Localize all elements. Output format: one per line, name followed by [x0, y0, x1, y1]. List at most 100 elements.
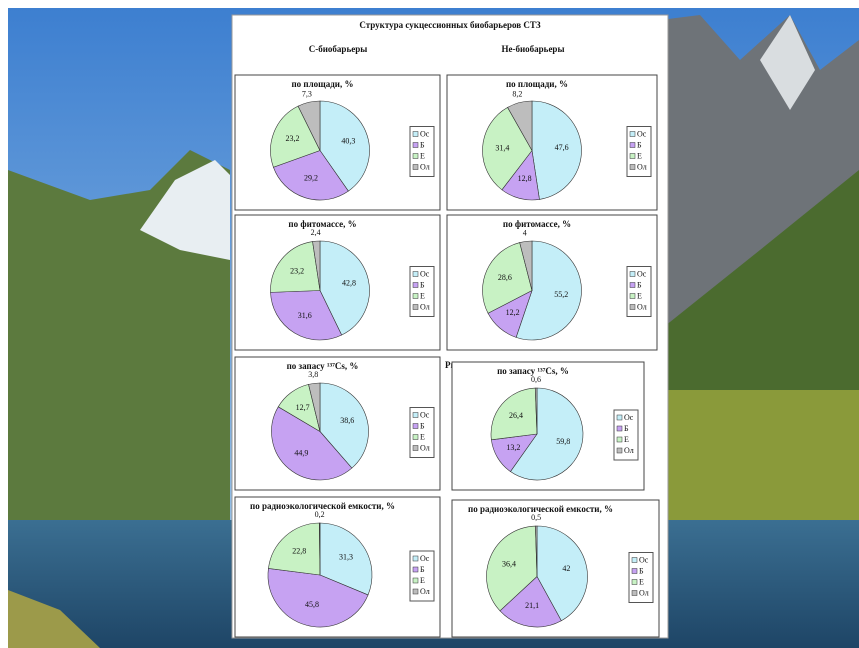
pie-slice [490, 387, 538, 441]
legend-label: Ол [420, 587, 430, 596]
value-label: 31,4 [495, 143, 509, 152]
value-label: 2,4 [311, 228, 321, 237]
value-label: 36,4 [502, 560, 516, 569]
legend-swatch [629, 164, 636, 170]
legend-swatch [412, 142, 419, 148]
meadow [660, 390, 859, 520]
value-label: 21,1 [525, 601, 539, 610]
legend-swatch [412, 577, 419, 584]
chart-title: по площади, % [291, 79, 353, 89]
legend-label: Ос [637, 269, 647, 278]
legend-swatch [629, 142, 636, 148]
value-label: 7,3 [302, 89, 312, 98]
legend-label: Б [420, 280, 425, 289]
legend-label: Б [420, 421, 425, 430]
chart-title: по радиоэкологической емкости, % [250, 501, 395, 511]
legend-swatch [616, 447, 623, 454]
legend-swatch [629, 293, 636, 299]
legend-label: Б [639, 566, 644, 575]
pie-slice [297, 100, 321, 151]
legend-label: Е [637, 151, 642, 160]
doc-title: Структура сукцессионных биобарьеров СТЗ [359, 20, 541, 30]
legend-swatch [629, 282, 636, 288]
legend-label: Ол [420, 443, 430, 452]
value-label: 13,2 [506, 443, 520, 452]
legend-label: Ос [624, 413, 634, 422]
value-label: 4 [523, 228, 527, 237]
legend-swatch [631, 568, 638, 574]
value-label: 38,6 [340, 416, 354, 425]
left-slope [8, 150, 230, 560]
value-label: 31,6 [298, 311, 312, 320]
value-label: 55,2 [554, 290, 568, 299]
pie-slice [270, 290, 343, 341]
legend-swatch [631, 579, 638, 585]
legend-swatch [631, 590, 638, 596]
legend-label: Ол [420, 162, 430, 171]
right-heading: Не-биобарьеры [502, 44, 565, 54]
pie-slice [319, 522, 373, 596]
legend-swatch [412, 412, 419, 418]
legend-swatch [412, 588, 419, 595]
legend-swatch [631, 557, 638, 563]
chart-title: по фитомассе, % [503, 219, 571, 229]
pie-slice [499, 576, 562, 628]
legend-swatch [616, 436, 623, 443]
pie-slice [507, 100, 533, 152]
legend-swatch [412, 555, 419, 562]
pie-slice [271, 406, 353, 481]
pie-slice [482, 242, 533, 314]
legend-swatch [412, 131, 419, 137]
pie-slice [273, 150, 349, 201]
legend-swatch [629, 131, 636, 137]
pie-slice [270, 241, 321, 293]
legend-swatch [412, 304, 419, 310]
pie-slice [267, 568, 369, 628]
value-label: 31,3 [339, 553, 353, 562]
pie-slice [519, 240, 533, 291]
legend-swatch [629, 153, 636, 159]
legend-label: Е [637, 291, 642, 300]
value-label: 40,3 [341, 136, 355, 145]
legend-label: Ос [420, 554, 430, 563]
value-label: 12,8 [518, 174, 532, 183]
glacier [140, 160, 230, 260]
value-label: 29,2 [304, 174, 318, 183]
legend-label: Ол [639, 588, 649, 597]
value-label: 0,2 [315, 510, 325, 519]
pie-slice [319, 382, 369, 469]
snow-peak [760, 15, 815, 110]
value-label: 0,6 [531, 375, 541, 384]
pie-slice [312, 240, 321, 291]
legend-label: Ос [420, 269, 430, 278]
value-label: 12,2 [506, 308, 520, 317]
legend-label: Ос [420, 129, 430, 138]
legend-swatch [629, 271, 636, 277]
legend-swatch [412, 445, 419, 451]
legend-swatch [412, 271, 419, 277]
pie-slice [531, 100, 582, 200]
value-label: 45,8 [305, 600, 319, 609]
pie-slice [270, 105, 321, 168]
legend-label: Ол [637, 302, 647, 311]
value-label: 23,2 [285, 134, 299, 143]
legend-swatch [412, 566, 419, 573]
legend-swatch [616, 414, 623, 421]
pie-slice [319, 522, 321, 576]
legend-swatch [412, 293, 419, 299]
pie-slice [534, 387, 538, 435]
legend-label: Б [624, 424, 629, 433]
legend-swatch [412, 164, 419, 170]
legend-swatch [629, 304, 636, 310]
legend-swatch [412, 434, 419, 440]
pie-slice [319, 240, 370, 336]
value-label: 8,2 [512, 90, 522, 99]
value-label: 0,5 [531, 513, 541, 522]
chart-title: по фитомассе, % [288, 219, 356, 229]
legend-label: Ос [420, 410, 430, 419]
pie-slice [535, 525, 538, 577]
value-label: 12,7 [296, 403, 310, 412]
value-label: 44,9 [294, 449, 308, 458]
chart-title: по запасу ¹³⁷Cs, % [287, 361, 359, 371]
